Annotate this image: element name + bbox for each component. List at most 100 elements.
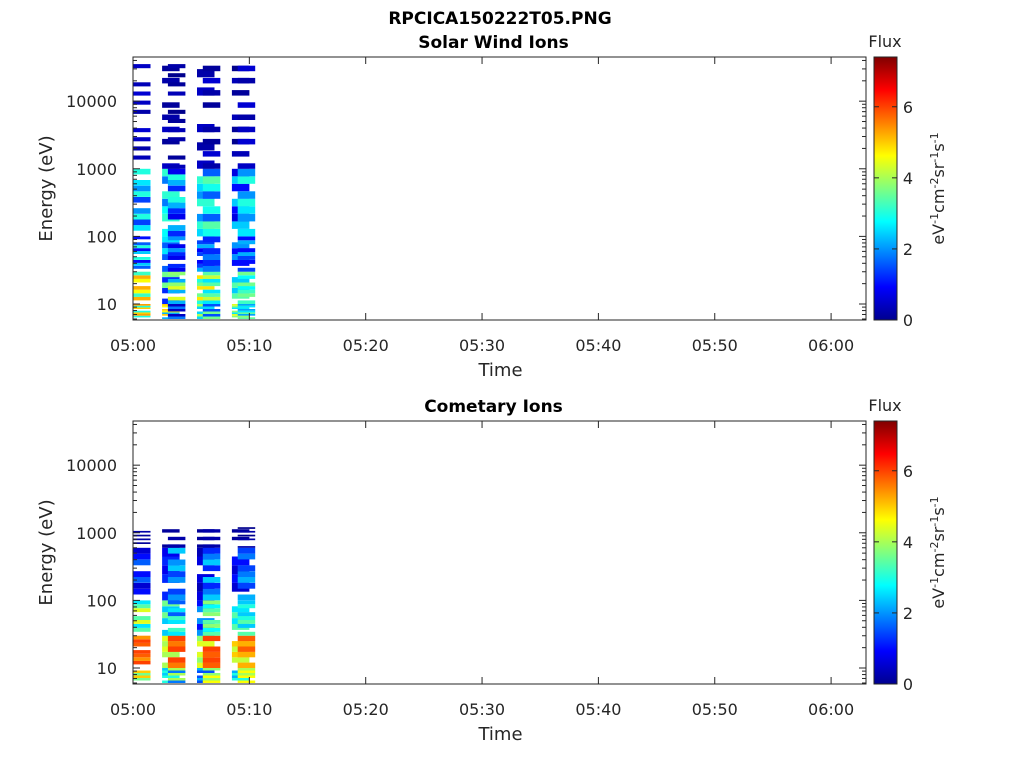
heatmap-cell [202,678,221,681]
heatmap-cell [162,114,180,120]
heatmap-cell [202,228,221,237]
heatmap-cell [231,307,250,309]
heatmap-cell [167,118,186,123]
heatmap-cell [197,198,215,207]
heatmap-cell [202,635,221,642]
heatmap-cell [133,257,151,260]
heatmap-cell [202,282,221,287]
heatmap-cell [237,305,256,308]
x-tick-label: 06:00 [808,336,854,355]
heatmap-cell [202,612,221,617]
y-tick-label: 10 [97,659,117,678]
heatmap-cell [202,680,221,683]
colorbar-frame [873,56,898,321]
heatmap-cell [167,612,186,617]
heatmap-cell [237,620,256,624]
x-tick-label: 05:00 [110,700,156,719]
heatmap-cell [237,126,256,133]
colorbar-tick-label: 4 [903,169,913,188]
heatmap-cell [202,77,221,84]
heatmap-cell [133,653,151,658]
heatmap-cell [231,277,250,283]
heatmap-cell [133,278,151,283]
heatmap-cell [133,307,151,309]
heatmap-cell [237,236,256,241]
heatmap-cell [202,627,221,632]
heatmap-cell [237,240,256,245]
heatmap-cell [133,168,151,175]
heatmap-cell [167,536,186,541]
heatmap-cell [202,600,221,605]
heatmap-cell [162,310,180,313]
heatmap-cell [133,219,151,226]
heatmap-cell [162,65,180,72]
heatmap-cell [202,168,221,177]
colorbar-frame [873,420,898,685]
heatmap-cell [202,594,221,601]
y-tick-label: 1000 [76,160,117,179]
heatmap-cell [133,180,151,186]
heatmap-cell [237,565,256,572]
heatmap-cell [133,530,151,533]
heatmap-cell [237,604,256,609]
heatmap-cell [167,616,186,620]
heatmap-cell [197,306,215,309]
heatmap-cell [162,191,180,199]
heatmap-cell [167,180,186,186]
heatmap-cells [133,64,256,319]
heatmap-cell [133,262,151,266]
heatmap-cell [202,151,221,157]
heatmap-cell [237,168,256,177]
heatmap-cell [231,315,250,318]
heatmap-cell [167,600,186,605]
colorbar-tick-label: 6 [903,98,913,117]
heatmap-cell [167,657,186,663]
heatmap-cell [237,624,256,628]
heatmap-cell [167,559,186,566]
heatmap-cell [237,317,256,319]
heatmap-cell [167,588,186,595]
heatmap-cell [133,128,151,133]
heatmap-cell [133,109,151,114]
heatmap-cell [133,538,151,541]
heatmap-cell [202,673,221,676]
heatmap-cell [167,278,186,283]
heatmap-cell [237,271,256,276]
heatmap-cell [167,620,186,624]
heatmap-cell [237,293,256,297]
heatmap-cells [133,527,256,683]
heatmap-cell [162,77,180,84]
heatmap-cell [133,155,151,160]
heatmap-cell [167,202,186,209]
heatmap-cell [133,642,151,647]
x-axis-label: Time [477,724,522,745]
heatmap-cell [237,309,256,311]
heatmap-cell [237,534,256,537]
heatmap-cell [133,286,151,290]
panel-cometary: Cometary Ions 10 100 1000 10000 05:00 05:10 05:… [36,396,948,745]
heatmap-cell [133,191,151,197]
heatmap-cell [237,668,256,671]
heatmap-cell [202,577,221,583]
y-tick-label: 100 [86,591,117,610]
heatmap-cell [167,286,186,290]
heatmap-cell [167,128,186,133]
heatmap-cell [202,300,221,304]
heatmap-cell [202,296,221,301]
x-tick-label: 05:20 [343,700,389,719]
y-tick-label: 100 [86,227,117,246]
heatmap-cell [202,304,221,307]
heatmap-cell [167,282,186,287]
heatmap-cell [167,316,186,319]
heatmap-cell [237,206,256,214]
heatmap-cell [133,577,151,583]
heatmap-cell [237,260,256,264]
heatmap-cell [231,606,250,613]
heatmap-cell [202,278,221,283]
heatmap-cell [167,213,186,220]
colorbar-tick-label: 0 [903,675,913,694]
heatmap-cell [133,293,151,297]
heatmap-cell [202,544,221,548]
y-axis-label: Energy (eV) [36,135,57,241]
